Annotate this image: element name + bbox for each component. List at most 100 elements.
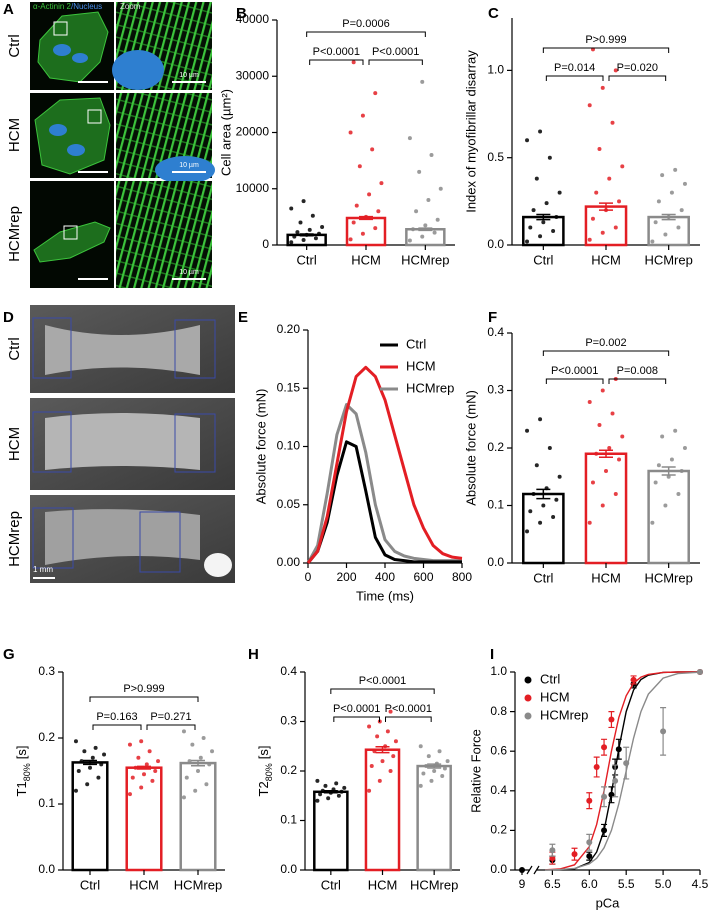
- data-point: [393, 739, 398, 744]
- x-tick-label: 4.5: [692, 877, 709, 891]
- roi: [32, 317, 72, 379]
- roi: [32, 411, 72, 473]
- data-point: [139, 739, 144, 744]
- data-point: [534, 463, 539, 468]
- data-point: [557, 190, 562, 195]
- data-point: [601, 827, 608, 834]
- x-axis-label: pCa: [596, 895, 621, 910]
- data-point: [682, 446, 687, 450]
- x-tick-label: HCMrep: [410, 877, 458, 892]
- line-series: [306, 440, 462, 564]
- data-point: [391, 754, 396, 759]
- data-point: [679, 208, 684, 213]
- y-tick-label: 0.3: [487, 383, 504, 397]
- data-point: [525, 428, 530, 433]
- nucleus: [72, 53, 88, 63]
- data-point: [617, 199, 622, 204]
- data-point: [607, 446, 612, 450]
- legend-label: HCM: [406, 358, 436, 373]
- data-point: [375, 734, 380, 739]
- error-bar: [661, 466, 676, 476]
- error-bar: [599, 202, 613, 211]
- data-point: [357, 164, 362, 169]
- data-point: [547, 446, 552, 450]
- data-point: [432, 769, 437, 773]
- panel-letter: H: [248, 646, 259, 663]
- data-point: [313, 236, 318, 241]
- data-point: [608, 716, 615, 723]
- y-tick-label: 0.1: [38, 796, 55, 810]
- data-point: [586, 853, 593, 860]
- data-point: [435, 217, 440, 222]
- significance-bracket: [333, 716, 380, 722]
- y-tick-label: 0.6: [490, 743, 507, 757]
- y-axis-label-part: 80%: [264, 763, 274, 781]
- data-point: [342, 785, 347, 790]
- data-point: [181, 729, 186, 734]
- data-point: [367, 788, 372, 793]
- nucleus: [49, 124, 67, 136]
- data-point: [528, 225, 533, 230]
- significance-bracket: [309, 59, 364, 65]
- data-point: [369, 764, 374, 769]
- data-point: [429, 778, 434, 783]
- y-tick-label: 1.0: [490, 664, 507, 678]
- tissue: [45, 413, 200, 470]
- y-axis-label-part: [s]: [14, 746, 29, 760]
- data-point: [298, 220, 303, 225]
- y-tick-label: 40000: [236, 12, 270, 26]
- nucleus: [67, 144, 85, 156]
- data-point: [551, 229, 556, 234]
- data-point: [73, 788, 78, 793]
- scale-label: 1 mm: [33, 565, 53, 574]
- data-point: [82, 749, 87, 754]
- data-point: [525, 138, 530, 143]
- y-tick-label: 30000: [236, 68, 270, 82]
- data-point: [153, 769, 158, 773]
- y-axis-label: Absolute force (mN): [253, 389, 268, 505]
- data-point: [549, 847, 556, 854]
- y-axis-label: Cell area (µm²): [218, 89, 233, 176]
- significance-label: P=0.002: [585, 337, 626, 349]
- significance-label: P=0.008: [617, 365, 658, 377]
- y-tick-label: 0.0: [490, 862, 507, 876]
- y-axis-label: Relative Force: [468, 729, 483, 813]
- x-tick-label: Ctrl: [80, 877, 100, 892]
- y-tick-label: 0.4: [280, 664, 297, 678]
- data-point: [617, 457, 622, 462]
- significance-bracket: [89, 696, 199, 702]
- data-point: [367, 724, 372, 729]
- data-point: [600, 388, 605, 393]
- x-tick-label: 200: [336, 570, 356, 584]
- roi: [139, 511, 181, 573]
- x-tick-label: HCM: [129, 877, 159, 892]
- data-point: [600, 230, 605, 235]
- significance-bracket: [330, 688, 435, 694]
- data-point: [597, 423, 602, 427]
- data-point: [660, 728, 667, 735]
- x-tick-label: Ctrl: [297, 252, 317, 267]
- data-point: [307, 227, 312, 232]
- data-point: [615, 746, 622, 753]
- significance-label: P=0.014: [554, 62, 595, 74]
- data-point: [620, 164, 625, 169]
- data-point: [90, 755, 95, 760]
- y-axis-label: Absolute force (mN): [463, 390, 478, 506]
- error-bar: [418, 227, 433, 232]
- data-point: [147, 749, 152, 754]
- x-tick-label: 6.0: [581, 877, 598, 891]
- data-point: [534, 176, 539, 181]
- significance-bracket: [545, 75, 604, 81]
- legend-label: HCM: [540, 689, 570, 704]
- error-bar: [359, 215, 373, 221]
- data-point: [538, 234, 543, 239]
- data-point: [85, 782, 90, 787]
- data-point: [421, 771, 426, 776]
- data-point: [613, 225, 618, 230]
- panel-letter: C: [488, 5, 499, 22]
- x-tick-label: 0: [305, 570, 312, 584]
- data-point: [426, 754, 431, 759]
- y-tick-label: 0.8: [490, 704, 507, 718]
- data-point: [656, 199, 661, 204]
- tissue: [45, 509, 200, 565]
